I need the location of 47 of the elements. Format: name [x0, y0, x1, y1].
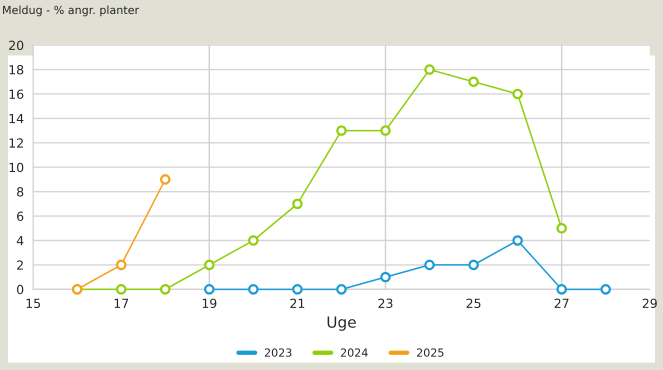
y-tick-label: 2: [17, 260, 23, 270]
point: [424, 64, 435, 75]
point: [248, 284, 259, 295]
y-tick-label: 8: [17, 187, 24, 197]
x-tick-label: 19: [202, 298, 216, 308]
y-tick-label: 6: [17, 212, 24, 222]
y-tick-label: 0: [16, 284, 24, 294]
point: [380, 272, 391, 282]
point: [468, 76, 479, 88]
point: [424, 260, 435, 270]
legend-label: 2023: [264, 348, 292, 357]
y-tick-label: 14: [10, 114, 24, 124]
y-tick-label: 18: [10, 65, 24, 74]
x-tick-label: 25: [466, 298, 480, 308]
x-tick-label: 21: [290, 298, 304, 308]
y-tick-label: 20: [9, 40, 24, 50]
x-tick-label: 29: [642, 298, 657, 308]
x-tick-label: 15: [26, 298, 40, 308]
x-tick-label: 23: [378, 298, 392, 308]
point: [556, 223, 567, 234]
point: [116, 260, 127, 270]
x-tick-label: 17: [114, 298, 128, 308]
y-tick-label: 16: [10, 89, 24, 99]
point: [292, 284, 303, 295]
point: [204, 260, 215, 270]
point: [248, 235, 259, 246]
point: [160, 174, 171, 185]
chart-title: Meldug - % angr. planter: [3, 6, 140, 16]
point: [512, 88, 523, 100]
point: [556, 284, 567, 295]
x-tick-label: 27: [554, 298, 569, 308]
point: [204, 284, 215, 295]
point: [512, 235, 523, 246]
y-tick-label: 4: [16, 236, 24, 246]
point: [468, 260, 479, 270]
point: [336, 284, 347, 295]
y-tick-label: 12: [10, 138, 23, 148]
point: [292, 198, 303, 210]
legend-label: 2024: [340, 348, 368, 357]
point: [600, 284, 611, 295]
point: [160, 284, 171, 295]
point: [116, 284, 127, 295]
point: [380, 125, 391, 136]
legend-label: 2025: [416, 348, 444, 357]
x-axis-title: Uge: [328, 316, 356, 331]
y-tick-label: 10: [10, 162, 24, 172]
point: [336, 125, 347, 136]
